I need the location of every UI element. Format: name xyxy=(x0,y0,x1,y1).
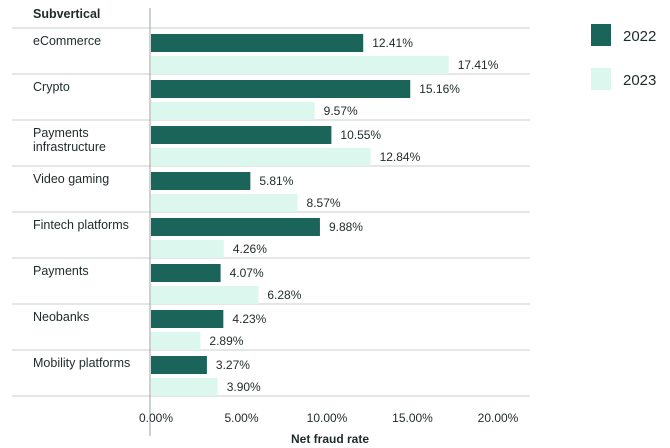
category-header: Subvertical xyxy=(33,7,100,21)
category-label-line: Crypto xyxy=(33,80,70,94)
data-label-2022: 10.55% xyxy=(340,128,381,142)
category-label-line: Payments xyxy=(33,264,89,278)
data-label-2023: 4.26% xyxy=(233,242,267,256)
category-label: eCommerce xyxy=(33,34,101,48)
x-tick-label: 15.00% xyxy=(392,411,433,425)
bar-2022 xyxy=(151,264,221,282)
bar-2022 xyxy=(151,356,207,374)
bar-2023 xyxy=(151,286,259,304)
bar-2023 xyxy=(151,56,449,74)
legend-swatch-2023 xyxy=(591,68,611,90)
category-label: Fintech platforms xyxy=(33,218,129,232)
data-label-2022: 4.07% xyxy=(230,266,264,280)
data-label-2023: 6.28% xyxy=(267,288,301,302)
data-label-2023: 12.84% xyxy=(380,150,421,164)
bar-2022 xyxy=(151,80,411,98)
legend-label-2023: 2023 xyxy=(623,72,656,89)
category-label: Crypto xyxy=(33,80,70,94)
data-label-2023: 17.41% xyxy=(458,58,499,72)
bar-2022 xyxy=(151,34,364,52)
bar-2023 xyxy=(151,332,201,350)
bar-2023 xyxy=(151,148,371,166)
category-label: Video gaming xyxy=(33,172,109,186)
bar-2023 xyxy=(151,240,224,258)
x-tick-label: 5.00% xyxy=(224,411,258,425)
data-label-2023: 3.90% xyxy=(227,380,261,394)
category-label-line: infrastructure xyxy=(33,140,106,154)
data-label-2022: 3.27% xyxy=(216,358,250,372)
category-label-line: Payments xyxy=(33,126,89,140)
x-tick-label: 10.00% xyxy=(307,411,348,425)
data-label-2022: 4.23% xyxy=(232,312,266,326)
data-label-2022: 9.88% xyxy=(329,220,363,234)
category-label: Neobanks xyxy=(33,310,89,324)
bar-2022 xyxy=(151,310,224,328)
data-label-2022: 5.81% xyxy=(259,174,293,188)
x-tick-label: 20.00% xyxy=(478,411,519,425)
data-label-2023: 8.57% xyxy=(307,196,341,210)
data-label-2022: 15.16% xyxy=(419,82,460,96)
bar-2022 xyxy=(151,126,332,144)
category-label-line: Neobanks xyxy=(33,310,89,324)
category-label-line: eCommerce xyxy=(33,34,101,48)
category-label: Payments xyxy=(33,264,89,278)
data-label-2022: 12.41% xyxy=(372,36,413,50)
data-label-2023: 9.57% xyxy=(324,104,358,118)
bar-2023 xyxy=(151,194,298,212)
x-axis-title: Net fraud rate xyxy=(291,432,369,446)
category-label-line: Mobility platforms xyxy=(33,356,130,370)
category-label-line: Fintech platforms xyxy=(33,218,129,232)
bar-2023 xyxy=(151,102,315,120)
x-tick-label: 0.00% xyxy=(139,411,173,425)
bar-2022 xyxy=(151,218,320,236)
category-label-line: Video gaming xyxy=(33,172,109,186)
bar-2023 xyxy=(151,378,218,396)
category-label: Payments infrastructure xyxy=(33,126,106,154)
category-label: Mobility platforms xyxy=(33,356,130,370)
legend-label-2022: 2022 xyxy=(623,28,656,45)
data-label-2023: 2.89% xyxy=(209,334,243,348)
legend-swatch-2022 xyxy=(591,24,611,46)
bar-2022 xyxy=(151,172,251,190)
